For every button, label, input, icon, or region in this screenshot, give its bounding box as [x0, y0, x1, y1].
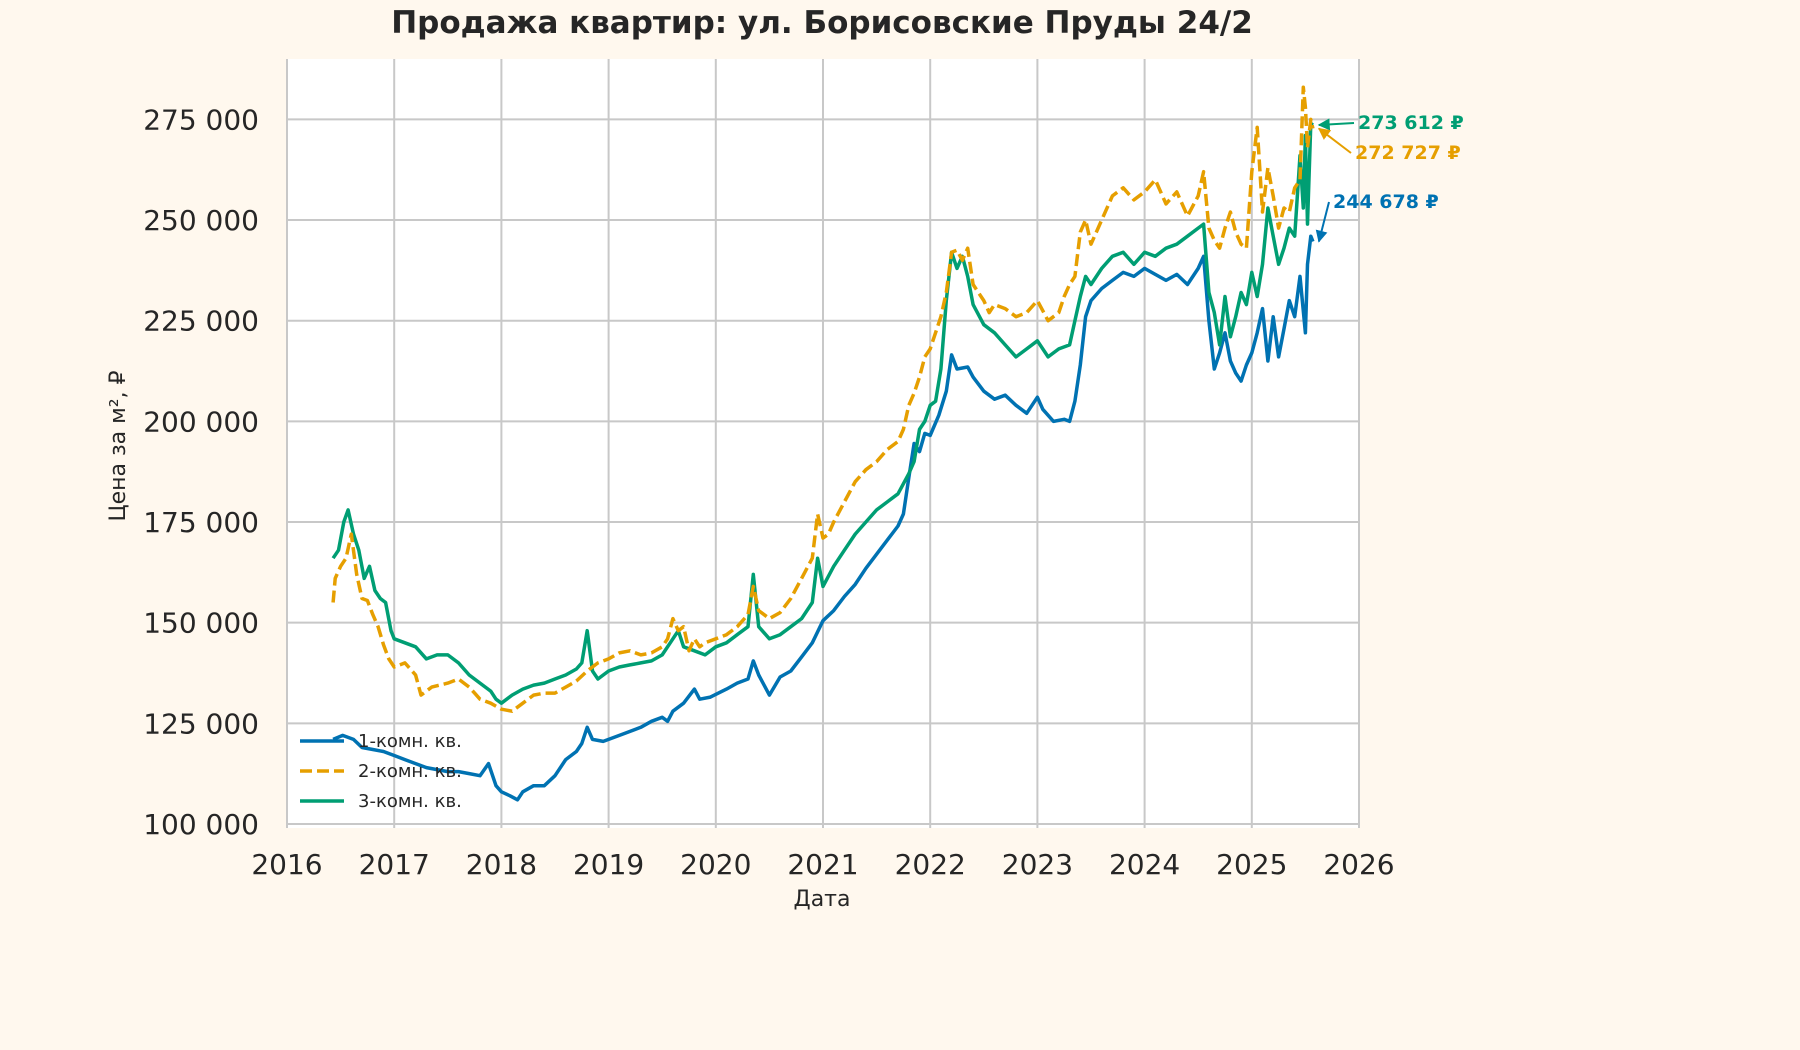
legend: 1-комн. кв. 2-комн. кв. 3-комн. кв.: [300, 731, 462, 812]
annotation-arrow: [1317, 118, 1355, 131]
y-tick-label: 275 000: [143, 103, 259, 136]
x-tick-label: 2016: [251, 848, 322, 881]
annotations: 273 612 ₽ 272 727 ₽ 244 678 ₽: [1315, 112, 1464, 243]
series-2-line: [331, 85, 1315, 713]
annotation-arrow: [1317, 127, 1352, 154]
x-tick-label: 2021: [787, 848, 858, 881]
x-tick-label: 2017: [359, 848, 430, 881]
y-tick-label: 200 000: [143, 405, 259, 438]
y-tick-label: 250 000: [143, 204, 259, 237]
y-tick-label: 125 000: [143, 707, 259, 740]
y-tick-label: 225 000: [143, 305, 259, 338]
x-tick-label: 2024: [1109, 848, 1180, 881]
x-axis-title: Дата: [794, 887, 851, 912]
series-lines: [331, 85, 1315, 802]
x-tick-label: 2022: [895, 848, 966, 881]
x-tick-label: 2020: [680, 848, 751, 881]
y-axis-title: Цена за м², ₽: [106, 370, 131, 521]
grid: [286, 59, 1360, 828]
legend-label-3-room: 3-комн. кв.: [358, 791, 462, 812]
x-tick-label: 2026: [1323, 848, 1394, 881]
annotation-label: 273 612 ₽: [1358, 112, 1464, 134]
x-tick-label: 2018: [466, 848, 537, 881]
annotation-label: 272 727 ₽: [1355, 142, 1461, 164]
y-tick-label: 150 000: [143, 607, 259, 640]
tick-labels: 2016 2017 2018 2019 2020 2021 2022 2023 2024 2025…: [143, 103, 1394, 881]
series-3-line: [331, 121, 1314, 705]
x-tick-label: 2019: [573, 848, 644, 881]
y-tick-label: 100 000: [143, 808, 259, 841]
chart: Продажа квартир: ул. Борисовские Пруды 2…: [106, 5, 1464, 912]
x-tick-label: 2025: [1216, 848, 1287, 881]
annotation-label: 244 678 ₽: [1333, 191, 1439, 213]
legend-label-2-room: 2-комн. кв.: [358, 761, 462, 782]
annotation-arrow: [1315, 201, 1330, 243]
series-1-line: [332, 234, 1315, 802]
y-tick-label: 175 000: [143, 506, 259, 539]
legend-label-1-room: 1-комн. кв.: [358, 731, 462, 752]
chart-title: Продажа квартир: ул. Борисовские Пруды 2…: [391, 5, 1253, 41]
x-tick-label: 2023: [1002, 848, 1073, 881]
